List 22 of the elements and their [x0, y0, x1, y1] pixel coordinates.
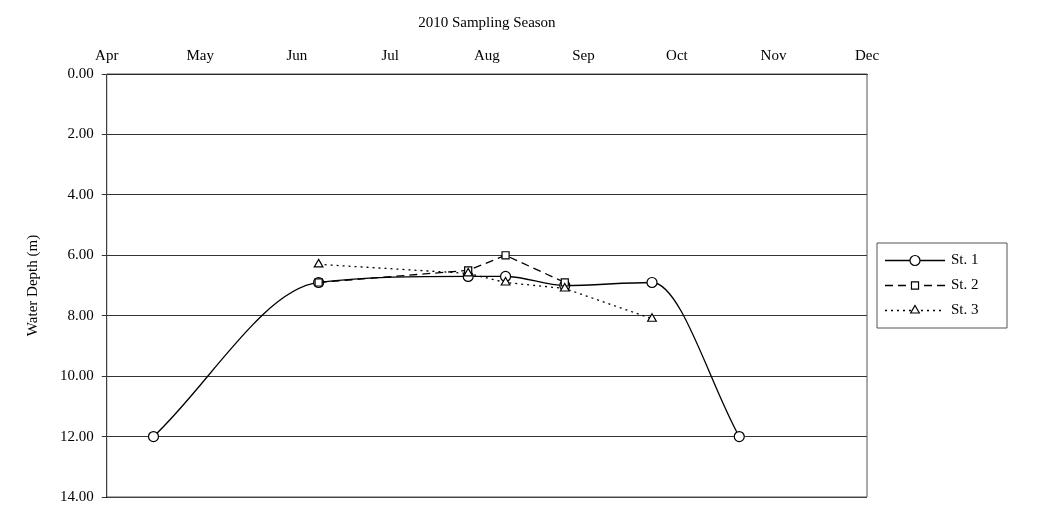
y-tick-label: 2.00 — [67, 125, 94, 142]
x-tick-label: Sep — [572, 46, 595, 63]
y-tick-label: 10.00 — [60, 367, 94, 384]
x-tick-label: Apr — [95, 46, 119, 63]
y-tick-label: 0.00 — [67, 64, 94, 81]
x-axis-title: 2010 Sampling Season — [418, 13, 557, 30]
y-tick-label: 4.00 — [67, 185, 94, 202]
x-tick-label: Oct — [666, 46, 689, 63]
y-tick-label: 8.00 — [67, 306, 94, 323]
legend-label: St. 1 — [951, 251, 979, 268]
y-tick-label: 6.00 — [67, 246, 94, 263]
legend-label: St. 2 — [951, 276, 979, 293]
x-tick-label: May — [186, 46, 215, 63]
y-tick-label: 12.00 — [60, 427, 94, 444]
x-tick-label: Jul — [381, 46, 400, 63]
y-tick-label: 14.00 — [60, 487, 94, 504]
legend-label: St. 3 — [951, 301, 979, 318]
x-tick-label: Aug — [473, 46, 501, 63]
x-tick-label: Jun — [286, 46, 308, 63]
x-tick-label: Dec — [854, 46, 880, 63]
x-tick-label: Nov — [760, 46, 787, 63]
y-axis-title: Water Depth (m) — [23, 234, 41, 337]
